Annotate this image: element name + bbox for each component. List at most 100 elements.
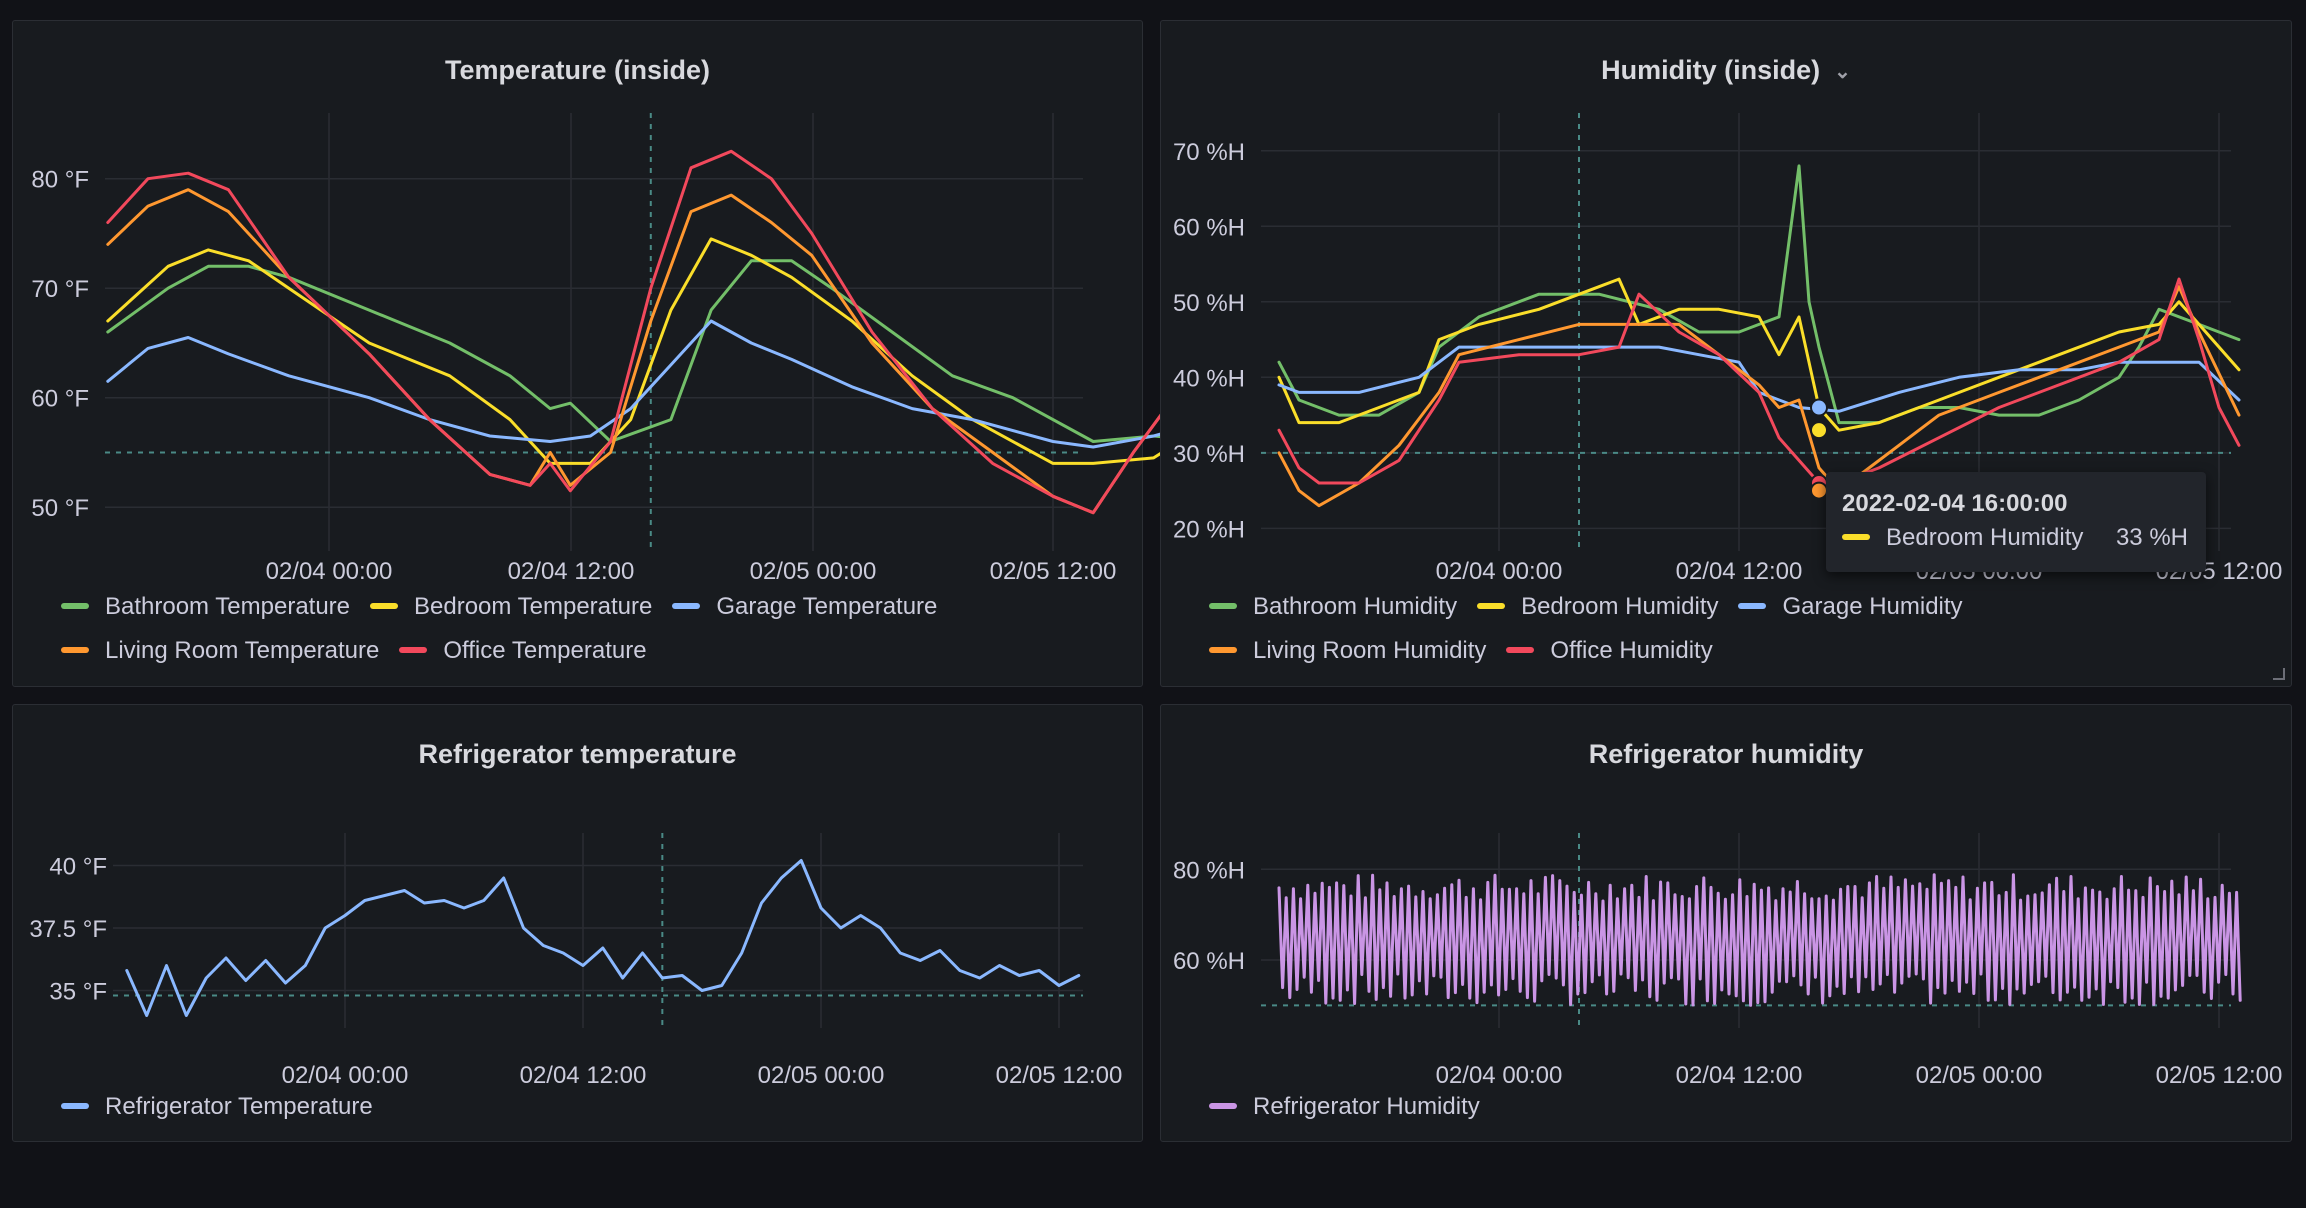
x-tick-label: 02/05 00:00 bbox=[758, 1062, 885, 1089]
panel-humidity-inside[interactable]: Humidity (inside) ⌄ 20 %H 30 %H 40 %H 50 %H 6… bbox=[1160, 20, 2292, 687]
legend-item-bedroom-temperature[interactable]: Bedroom Temperature bbox=[370, 593, 652, 621]
y-tick-label: 60 %H bbox=[1173, 214, 1245, 241]
legend-swatch bbox=[1209, 602, 1237, 609]
x-tick-label: 02/04 00:00 bbox=[1436, 558, 1563, 585]
legend-swatch bbox=[1477, 602, 1506, 609]
series-line-garage-temperature[interactable] bbox=[106, 319, 1316, 449]
x-tick-label: 02/04 12:00 bbox=[1676, 1062, 1803, 1089]
legend-swatch bbox=[672, 602, 701, 609]
panel-refrigerator-temperature[interactable]: Refrigerator temperature 35 °F 37.5 °F 40 … bbox=[12, 704, 1143, 1142]
y-tick-label: 30 %H bbox=[1173, 441, 1245, 468]
legend-item-bathroom-temperature[interactable]: Bathroom Temperature bbox=[61, 593, 350, 621]
legend-swatch bbox=[1506, 646, 1535, 653]
y-tick-label: 40 %H bbox=[1173, 365, 1245, 392]
legend-swatch bbox=[61, 646, 89, 653]
temperature-chart[interactable]: 50 °F 60 °F 70 °F 80 °F 02/04 00:00 02/04 12:… bbox=[13, 21, 1316, 688]
y-tick-label: 80 %H bbox=[1173, 857, 1245, 884]
panel-title[interactable]: Humidity (inside) ⌄ bbox=[1161, 55, 2291, 86]
legend-label: Bathroom Temperature bbox=[105, 593, 351, 620]
x-tick-label: 02/04 00:00 bbox=[282, 1062, 409, 1089]
humidity-chart[interactable]: 20 %H 30 %H 40 %H 50 %H 60 %H 70 %H 02/04 00:0… bbox=[1161, 21, 2293, 688]
y-tick-label: 70 %H bbox=[1173, 139, 1245, 166]
series-line-bedroom-humidity[interactable] bbox=[1277, 277, 2241, 432]
x-tick-label: 02/04 12:00 bbox=[520, 1062, 647, 1089]
x-tick-label: 02/04 12:00 bbox=[508, 558, 635, 585]
panel-temperature-inside[interactable]: Temperature (inside) 50 °F 60 °F 70 °F 80 °… bbox=[12, 20, 1316, 688]
series-line-office-humidity[interactable] bbox=[1277, 277, 2241, 485]
x-tick-label: 02/05 00:00 bbox=[750, 558, 877, 585]
y-tick-label: 60 °F bbox=[31, 386, 89, 413]
chart-grid: 35 °F 37.5 °F 40 °F 02/04 00:00 02/04 12:00 0… bbox=[29, 833, 1122, 1089]
legend-swatch bbox=[61, 602, 89, 609]
legend-label: Refrigerator Humidity bbox=[1253, 1093, 1480, 1120]
legend-item-bedroom-humidity[interactable]: Bedroom Humidity bbox=[1477, 593, 1718, 621]
legend-swatch bbox=[1209, 1102, 1237, 1109]
legend-item-bathroom-humidity[interactable]: Bathroom Humidity bbox=[1209, 593, 1457, 621]
legend-item-garage-temperature[interactable]: Garage Temperature bbox=[672, 593, 937, 621]
series-line-refrigerator-temperature[interactable] bbox=[125, 859, 1081, 1017]
legend-item-living-room-humidity[interactable]: Living Room Humidity bbox=[1209, 637, 1486, 665]
panel-title[interactable]: Temperature (inside) bbox=[444, 55, 711, 85]
chart-grid: 60 %H 80 %H 02/04 00:00 02/04 12:00 02/05 00… bbox=[1173, 833, 2282, 1089]
x-tick-label: 02/05 12:00 bbox=[990, 558, 1117, 585]
tooltip-series-value: 33 %H bbox=[2115, 524, 2188, 551]
panel-title[interactable]: Refrigerator temperature bbox=[418, 739, 737, 769]
legend-label: Living Room Temperature bbox=[105, 637, 380, 664]
x-tick-label: 02/04 12:00 bbox=[1676, 558, 1803, 585]
legend-item-refrigerator-humidity[interactable]: Refrigerator Humidity bbox=[1209, 1093, 1480, 1121]
legend-item-refrigerator-temperature[interactable]: Refrigerator Temperature bbox=[61, 1093, 373, 1121]
panel-title[interactable]: Refrigerator humidity bbox=[1588, 739, 1864, 769]
hover-point bbox=[1810, 421, 1828, 440]
legend-label: Garage Humidity bbox=[1782, 593, 1963, 620]
x-tick-label: 02/05 00:00 bbox=[1916, 1062, 2043, 1089]
panel-title-text: Humidity (inside) bbox=[1601, 55, 1821, 85]
hover-point bbox=[1810, 481, 1828, 500]
x-tick-label: 02/05 12:00 bbox=[2156, 1062, 2283, 1089]
legend-swatch bbox=[61, 1102, 89, 1109]
legend-swatch bbox=[1209, 646, 1237, 653]
legend-label: Garage Temperature bbox=[716, 593, 938, 620]
tooltip-time: 2022-02-04 16:00:00 bbox=[1842, 490, 2068, 517]
legend-label: Office Humidity bbox=[1550, 637, 1713, 664]
legend-item-garage-humidity[interactable]: Garage Humidity bbox=[1738, 593, 1963, 621]
series-line-living-room-humidity[interactable] bbox=[1277, 285, 2241, 508]
resize-handle[interactable] bbox=[2273, 668, 2285, 680]
legend-label: Bedroom Humidity bbox=[1521, 593, 1719, 620]
series-line-bathroom-temperature[interactable] bbox=[106, 259, 1316, 443]
refrigerator-temperature-chart[interactable]: 35 °F 37.5 °F 40 °F 02/04 00:00 02/04 12:00 0… bbox=[13, 705, 1144, 1143]
panel-refrigerator-humidity[interactable]: Refrigerator humidity 60 %H 80 %H 02/04 00… bbox=[1160, 704, 2292, 1142]
y-tick-label: 60 %H bbox=[1173, 948, 1245, 975]
legend-item-living-room-temperature[interactable]: Living Room Temperature bbox=[61, 637, 379, 665]
chart-grid: 50 °F 60 °F 70 °F 80 °F 02/04 00:00 02/04 12:… bbox=[31, 113, 1116, 585]
legend-item-office-temperature[interactable]: Office Temperature bbox=[399, 637, 647, 665]
legend-label: Office Temperature bbox=[443, 637, 647, 664]
y-tick-label: 50 %H bbox=[1173, 290, 1245, 317]
y-tick-label: 37.5 °F bbox=[29, 916, 107, 943]
legend-swatch bbox=[1738, 602, 1767, 609]
series-line-office-temperature[interactable] bbox=[106, 149, 1316, 515]
legend-label: Bathroom Humidity bbox=[1253, 593, 1458, 620]
y-tick-label: 80 °F bbox=[31, 167, 89, 194]
legend-item-office-humidity[interactable]: Office Humidity bbox=[1506, 637, 1713, 665]
hover-point bbox=[1810, 398, 1828, 417]
legend-label: Bedroom Temperature bbox=[414, 593, 653, 620]
tooltip-series-name: Bedroom Humidity bbox=[1886, 524, 2084, 551]
chevron-down-icon[interactable]: ⌄ bbox=[1834, 61, 1851, 84]
legend-swatch bbox=[399, 646, 428, 653]
x-tick-label: 02/04 00:00 bbox=[266, 558, 393, 585]
refrigerator-humidity-chart[interactable]: 60 %H 80 %H 02/04 00:00 02/04 12:00 02/05 00… bbox=[1161, 705, 2293, 1143]
y-tick-label: 70 °F bbox=[31, 276, 89, 303]
y-tick-label: 20 %H bbox=[1173, 516, 1245, 543]
tooltip-series-swatch bbox=[1842, 534, 1870, 540]
legend-label: Living Room Humidity bbox=[1253, 637, 1487, 664]
legend-label: Refrigerator Temperature bbox=[105, 1093, 373, 1120]
series-line-bathroom-humidity[interactable] bbox=[1277, 164, 2241, 425]
y-tick-label: 40 °F bbox=[49, 854, 107, 881]
legend-swatch bbox=[370, 602, 399, 609]
x-tick-label: 02/04 00:00 bbox=[1436, 1062, 1563, 1089]
series-line-bedroom-temperature[interactable] bbox=[106, 237, 1316, 465]
hover-tooltip: 2022-02-04 16:00:00 Bedroom Humidity 33 … bbox=[1826, 472, 2206, 572]
y-tick-label: 50 °F bbox=[31, 495, 89, 522]
y-tick-label: 35 °F bbox=[49, 979, 107, 1006]
series-line-refrigerator-humidity[interactable] bbox=[1277, 873, 2242, 1007]
